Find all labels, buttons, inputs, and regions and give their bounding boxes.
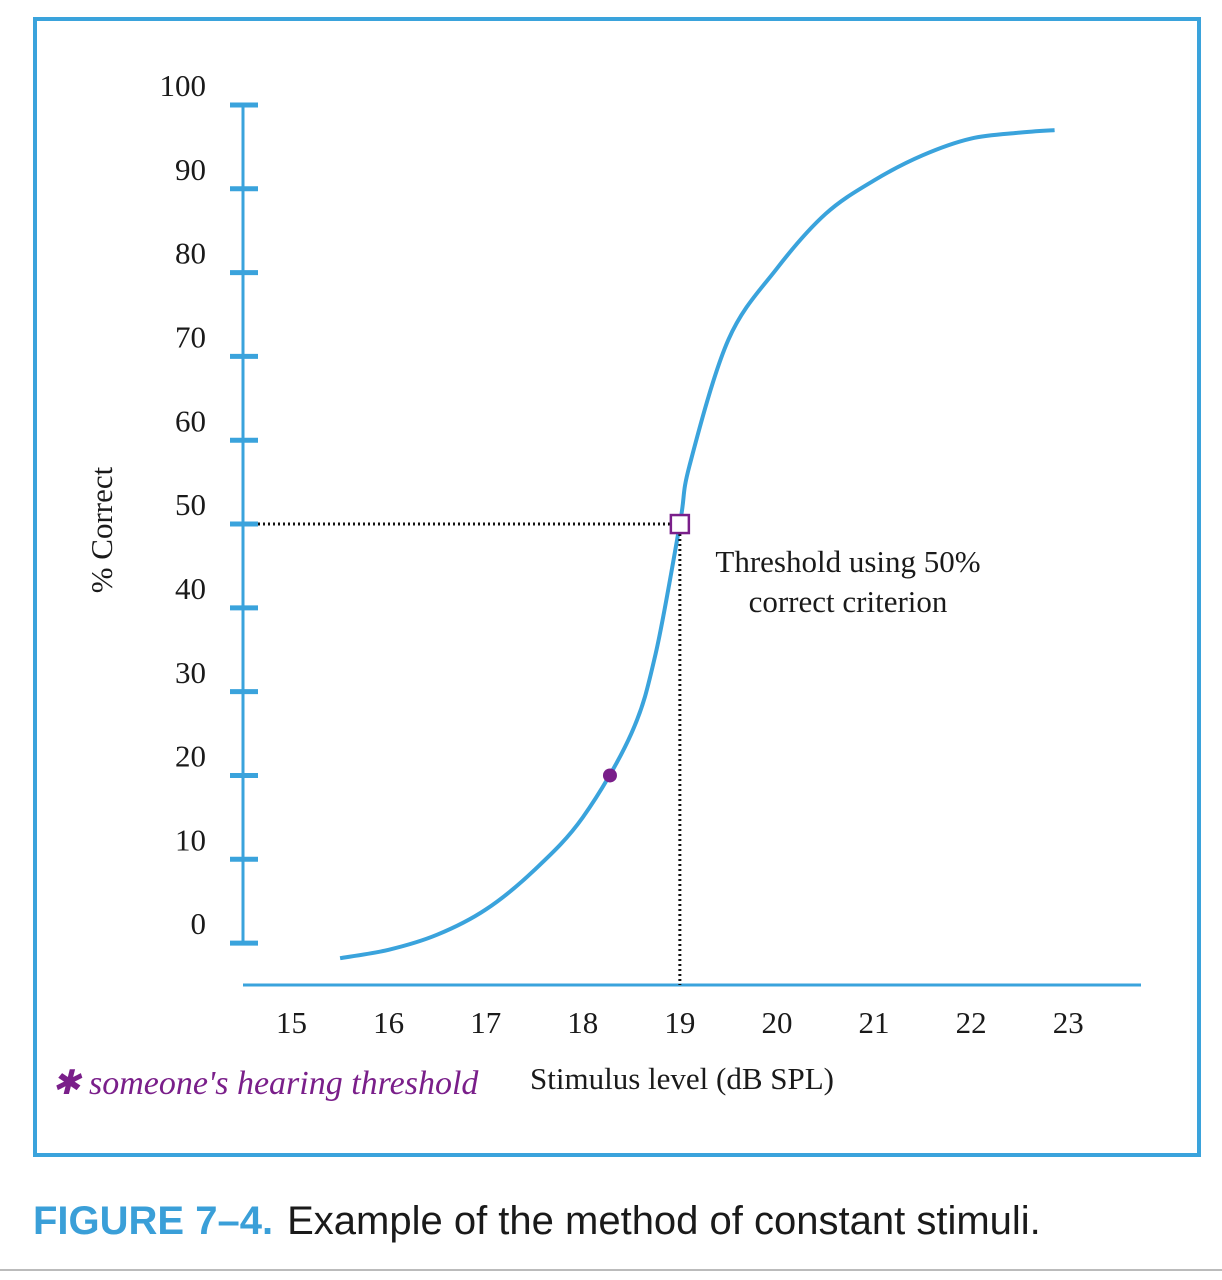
y-tick-label: 20 (175, 739, 206, 774)
y-tick-label: 10 (175, 822, 206, 857)
figure-label: FIGURE 7–4. (33, 1199, 273, 1243)
caption-text: Example of the method of constant stimul… (287, 1199, 1041, 1243)
x-tick-label: 19 (664, 1005, 695, 1040)
curve (339, 128, 1055, 961)
y-tick-label: 0 (191, 906, 207, 941)
x-axis-label: Stimulus level (dB SPL) (530, 1061, 834, 1096)
y-tick-label: 90 (175, 152, 206, 187)
x-tick-label: 16 (373, 1005, 404, 1040)
figure-frame (33, 17, 1201, 1157)
y-tick-label: 40 (175, 571, 206, 606)
x-tick-label: 18 (567, 1005, 598, 1040)
y-tick-label: 30 (175, 655, 206, 690)
caption: FIGURE 7–4. Example of the method of cons… (33, 1199, 1041, 1243)
y-tick-label: 100 (160, 68, 207, 103)
x-tick-label: 23 (1053, 1005, 1084, 1040)
y-tick-label: 60 (175, 403, 206, 438)
x-tick-label: 17 (470, 1005, 501, 1040)
annotation: correct criterion (749, 584, 948, 619)
y-tick-label: 80 (175, 236, 206, 271)
y-tick-label: 50 (175, 487, 206, 522)
y-tick-label: 70 (175, 320, 206, 355)
threshold-marker (669, 513, 691, 535)
handwritten-note: ✱ someone's hearing threshold (52, 1065, 479, 1102)
marked-point (602, 768, 617, 783)
x-tick-label: 21 (859, 1005, 890, 1040)
y-axis-label: % Correct (84, 466, 119, 593)
x-tick-label: 20 (761, 1005, 792, 1040)
x-tick-label: 15 (276, 1005, 307, 1040)
x-tick-label: 22 (956, 1005, 987, 1040)
annotation: Threshold using 50% (715, 544, 980, 579)
